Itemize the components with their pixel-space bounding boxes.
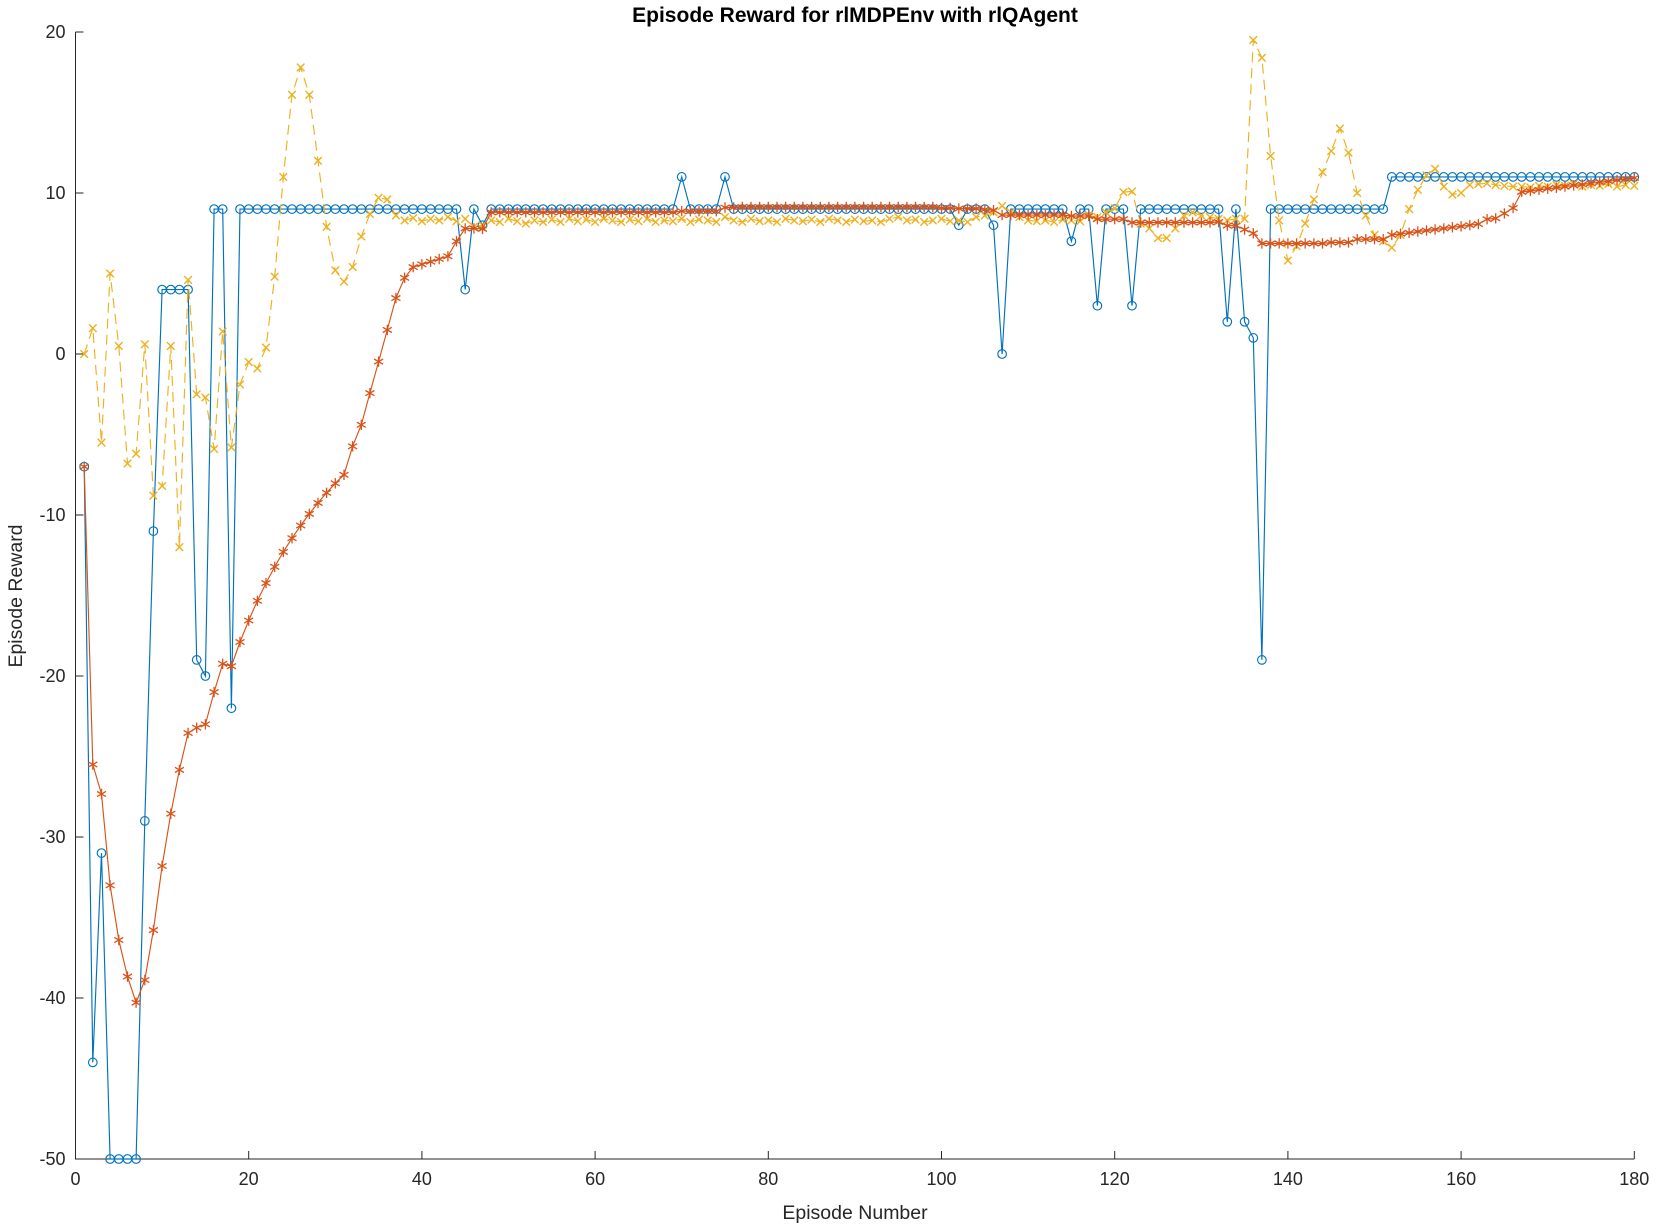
x-tick-label: 180 (1619, 1169, 1649, 1189)
y-tick-label: 0 (55, 344, 65, 364)
y-tick-label: 20 (45, 22, 65, 42)
x-tick-label: 160 (1446, 1169, 1476, 1189)
series-lines (79, 35, 1640, 1164)
y-axis-label: Episode Reward (5, 524, 27, 667)
y-tick-label: -30 (39, 827, 65, 847)
y-tick-label: -50 (39, 1149, 65, 1169)
y-tick-label: 10 (45, 183, 65, 203)
axes: 0 20 40 60 80 100 120 140 160 180 -50 -40 -30 -20 -10 0… (39, 22, 1649, 1189)
blue-circle-series (79, 172, 1640, 1164)
x-tick-label: 100 (926, 1169, 956, 1189)
blue-circle-series-line (83, 174, 1635, 1160)
x-tick-label: 140 (1273, 1169, 1303, 1189)
x-tick-label: 40 (412, 1169, 432, 1189)
yellow-x-dashed-series (79, 35, 1639, 552)
x-axis-label: Episode Number (782, 1202, 928, 1224)
chart-title: Episode Reward for rlMDPEnv with rlQAgen… (632, 4, 1078, 27)
orange-asterisk-series-line (83, 177, 1635, 1005)
x-tick-label: 0 (70, 1169, 80, 1189)
axis-spines (75, 32, 1635, 1160)
yellow-x-dashed-series-line (83, 39, 1635, 548)
x-tick-label: 80 (758, 1169, 778, 1189)
x-tick-label: 20 (239, 1169, 259, 1189)
y-tick-label: -10 (39, 505, 65, 525)
orange-asterisk-series (79, 172, 1640, 1009)
y-tick-label: -20 (39, 666, 65, 686)
x-tick-label: 120 (1100, 1169, 1130, 1189)
x-tick-label: 60 (585, 1169, 605, 1189)
y-tick-label: -40 (39, 988, 65, 1008)
